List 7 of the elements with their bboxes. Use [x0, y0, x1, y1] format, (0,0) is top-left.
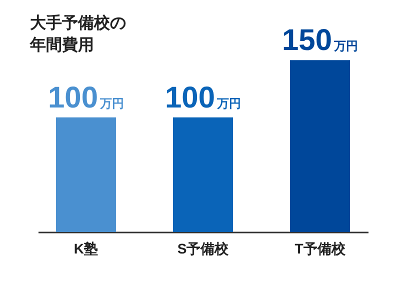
x-tick-label: S予備校	[177, 240, 230, 256]
data-label: 100万円	[48, 81, 124, 114]
data-label: 150万円	[282, 24, 358, 58]
x-tick-label: K塾	[74, 240, 98, 256]
data-label: 100万円	[164, 81, 242, 114]
x-tick-label: T予備校	[294, 240, 346, 256]
chart-title: 大手予備校の年間費用	[30, 13, 127, 56]
